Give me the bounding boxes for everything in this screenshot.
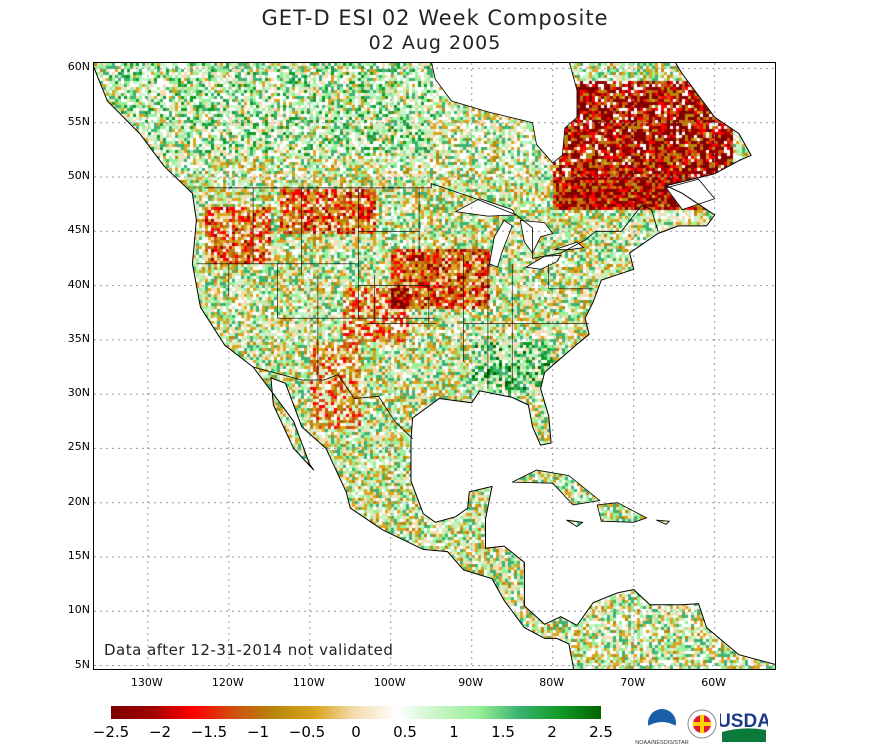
coastline bbox=[489, 219, 513, 268]
lat-label: 5N bbox=[74, 657, 90, 671]
colorbar-tick-label: −1 bbox=[246, 723, 270, 741]
lat-label: 15N bbox=[67, 549, 90, 562]
lat-label: 60N bbox=[67, 60, 90, 74]
lon-label: 90W bbox=[458, 676, 484, 689]
us-canada-border bbox=[204, 182, 659, 259]
colorbar-tick-label: 2.5 bbox=[589, 723, 613, 741]
coastline bbox=[94, 63, 775, 669]
colorbar-tick-label: 0.5 bbox=[393, 723, 417, 741]
colorbar-tick-label: 1 bbox=[449, 723, 459, 741]
lat-label: 50N bbox=[67, 169, 90, 182]
lat-label: 25N bbox=[67, 440, 90, 454]
lat-label: 45N bbox=[67, 223, 90, 237]
noaa-logo: NOAA/NESDIS/STAR bbox=[635, 709, 689, 746]
usda-logo: USDA bbox=[720, 711, 768, 742]
colorbar bbox=[111, 706, 601, 719]
coastline bbox=[524, 254, 562, 270]
lat-label: 30N bbox=[67, 386, 90, 400]
usda-logo-text: USDA bbox=[720, 711, 768, 732]
esi-map bbox=[93, 62, 776, 670]
coastline bbox=[519, 219, 554, 254]
coastline bbox=[512, 469, 601, 506]
validation-note: Data after 12-31-2014 not validated bbox=[104, 641, 394, 659]
coastline bbox=[554, 241, 585, 251]
lon-label: 60W bbox=[701, 676, 727, 689]
esi-raster bbox=[94, 63, 775, 669]
colorbar-tick-label: 1.5 bbox=[491, 723, 515, 741]
lon-label: 130W bbox=[130, 676, 163, 689]
colorbar-tick-label: −2.5 bbox=[92, 723, 130, 741]
lat-label: 10N bbox=[67, 603, 90, 617]
lat-label: 35N bbox=[67, 331, 90, 345]
umd-seal bbox=[687, 709, 717, 739]
lat-label: 40N bbox=[67, 277, 90, 291]
lon-label: 80W bbox=[539, 676, 565, 689]
coastline bbox=[454, 198, 517, 217]
colorbar-tick-label: −1.5 bbox=[190, 723, 228, 741]
coastline bbox=[431, 63, 578, 164]
colorbar-tick-label: 2 bbox=[547, 723, 557, 741]
lon-label: 110W bbox=[292, 676, 325, 689]
colorbar-tick-label: 0 bbox=[351, 723, 361, 741]
colorbar-tick-label: −0.5 bbox=[288, 723, 326, 741]
lat-label: 55N bbox=[67, 114, 90, 128]
coastline bbox=[566, 519, 584, 528]
lon-label: 70W bbox=[620, 676, 646, 689]
noaa-logo-text: NOAA/NESDIS/STAR bbox=[635, 740, 688, 746]
map-overlay bbox=[94, 63, 775, 669]
us-mexico-border bbox=[252, 366, 413, 439]
map-date: 02 Aug 2005 bbox=[368, 32, 502, 54]
map-title: GET-D ESI 02 Week Composite bbox=[261, 6, 609, 30]
coastline bbox=[665, 178, 716, 211]
lon-label: 120W bbox=[211, 676, 244, 689]
lat-label: 20N bbox=[67, 494, 90, 508]
colorbar-tick-label: −2 bbox=[148, 723, 172, 741]
coastline bbox=[596, 502, 648, 523]
lon-label: 100W bbox=[373, 676, 406, 689]
coastline bbox=[656, 519, 671, 525]
